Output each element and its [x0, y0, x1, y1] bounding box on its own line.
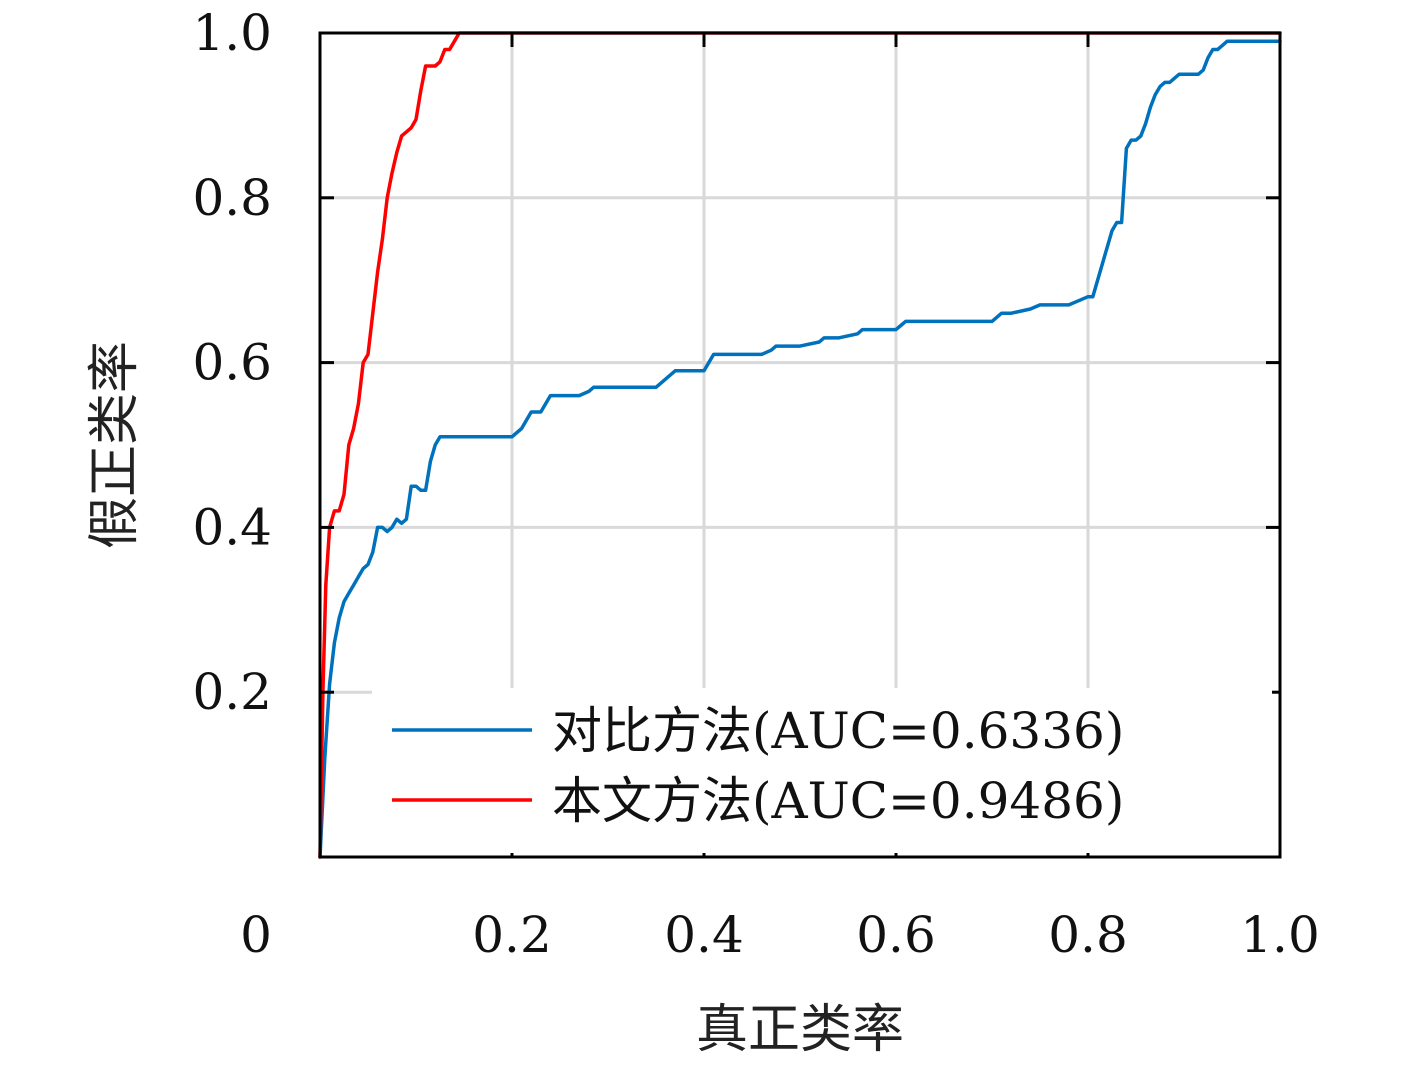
y-tick-labels: 0.2 0.4 0.6 0.8 1.0 [192, 4, 272, 721]
legend-label-proposed-method: 本文方法(AUC=0.9486) [552, 772, 1124, 830]
x-tick-label: 0.6 [856, 906, 936, 964]
x-axis-title: 真正类率 [696, 1000, 904, 1060]
legend-background [372, 688, 1272, 853]
y-tick-label: 0.6 [192, 334, 272, 392]
x-tick-label: 0.2 [472, 906, 552, 964]
y-tick-label: 0.8 [192, 169, 272, 227]
y-tick-label: 0.4 [192, 498, 272, 556]
legend-label-compare-method: 对比方法(AUC=0.6336) [552, 702, 1124, 760]
x-tick-label: 0.4 [664, 906, 744, 964]
y-tick-label: 0.2 [192, 663, 272, 721]
legend: 对比方法(AUC=0.6336) 本文方法(AUC=0.9486) [372, 688, 1272, 853]
x-tick-labels: 0 0.2 0.4 0.6 0.8 1.0 [240, 906, 1320, 964]
y-axis-title: 假正类率 [85, 341, 145, 549]
x-tick-label: 0.8 [1048, 906, 1128, 964]
y-tick-label: 1.0 [192, 4, 272, 62]
series-line-compare-method [318, 39, 1282, 859]
x-tick-label: 1.0 [1240, 906, 1320, 964]
plot-frame [318, 31, 1282, 859]
x-tick-label: 0 [240, 906, 272, 964]
